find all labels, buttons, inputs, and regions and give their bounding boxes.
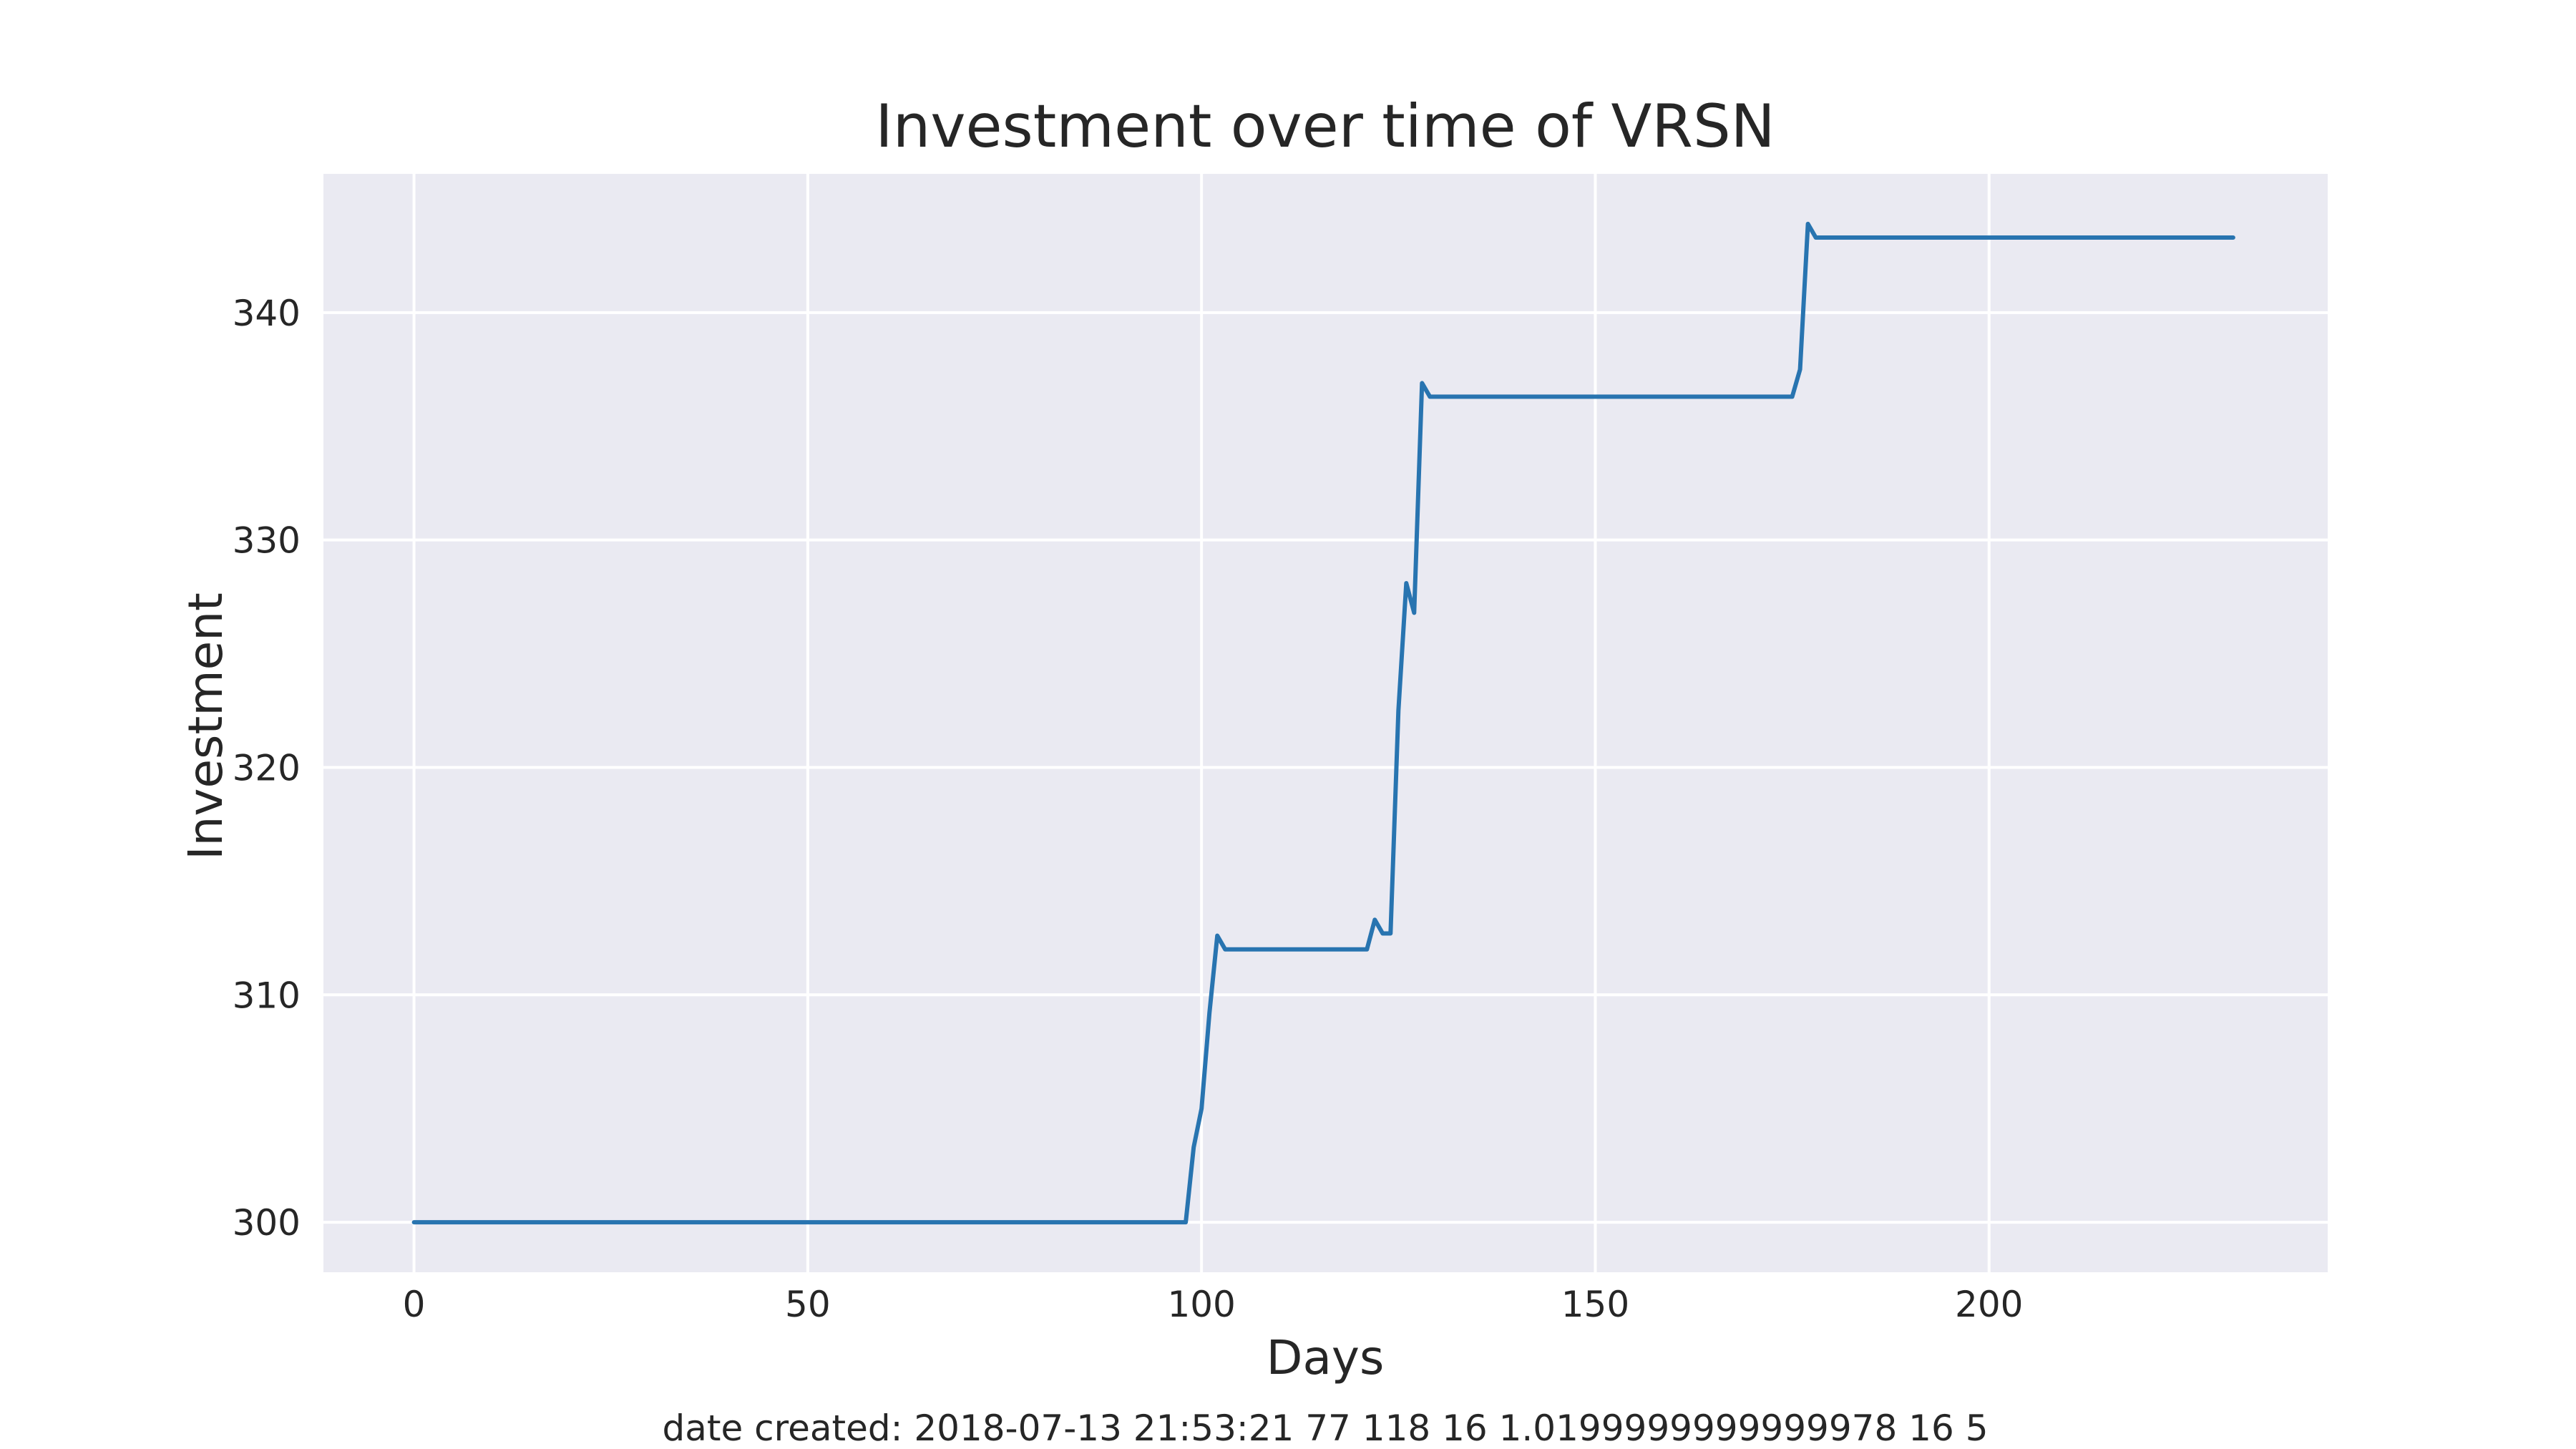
x-tick-label: 200 <box>1955 1284 2023 1325</box>
plot-area <box>323 174 2328 1272</box>
y-tick-label: 310 <box>233 975 301 1016</box>
chart-title: Investment over time of VRSN <box>875 92 1775 161</box>
y-tick-label: 330 <box>233 520 301 562</box>
y-tick-label: 340 <box>233 293 301 334</box>
y-tick-label: 320 <box>233 747 301 789</box>
x-tick-label: 0 <box>403 1284 426 1325</box>
x-tick-label: 50 <box>785 1284 831 1325</box>
y-axis-label: Investment <box>178 592 233 860</box>
investment-line <box>411 221 2235 1225</box>
date-created-footer: date created: 2018-07-13 21:53:21 77 118… <box>662 1407 1988 1449</box>
x-tick-label: 100 <box>1167 1284 1235 1325</box>
x-tick-label: 150 <box>1561 1284 1629 1325</box>
tick-labels: 0 50 100 150 200 300 310 320 330 340 <box>233 293 2024 1325</box>
y-tick-label: 300 <box>233 1202 301 1244</box>
x-axis-label: Days <box>1267 1330 1385 1385</box>
